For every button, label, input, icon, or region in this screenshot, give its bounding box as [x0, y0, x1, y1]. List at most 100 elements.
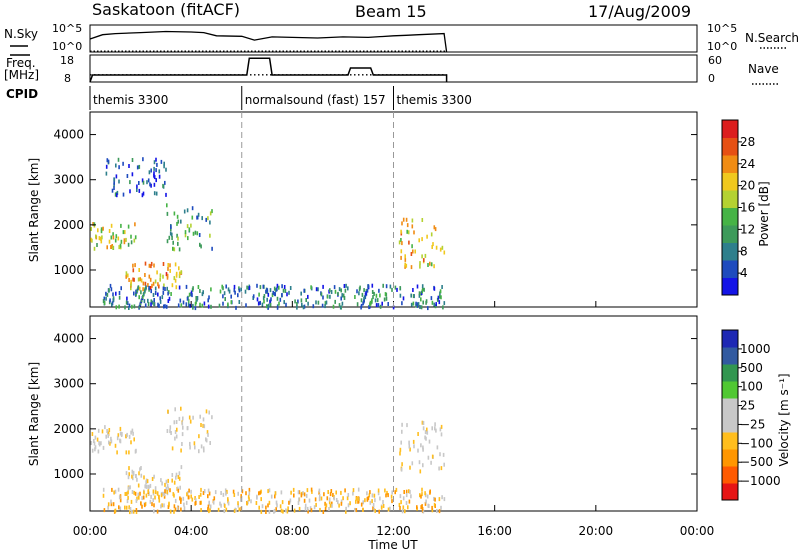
- power-mark: [268, 303, 270, 308]
- power-mark: [414, 249, 416, 254]
- velocity-mark: [176, 506, 179, 511]
- velocity-mark: [374, 498, 376, 503]
- power-mark: [195, 300, 197, 305]
- velocity-mark: [114, 443, 117, 448]
- power-mark: [148, 285, 150, 290]
- velocity-mark: [412, 439, 415, 444]
- velocity-mark: [127, 495, 129, 500]
- power-mark: [363, 288, 365, 293]
- velocity-mark: [173, 480, 176, 485]
- power-mark: [427, 306, 429, 311]
- freq-tick-top: 18: [60, 54, 74, 67]
- power-mark: [418, 291, 421, 296]
- velocity-mark: [237, 491, 239, 496]
- power-mark: [153, 182, 156, 187]
- velocity-mark: [125, 450, 128, 455]
- power-mark: [269, 299, 272, 304]
- velocity-mark: [150, 494, 152, 499]
- velocity-mark: [248, 497, 250, 502]
- velocity-mark: [209, 504, 212, 509]
- power-mark: [153, 166, 155, 171]
- velocity-mark: [167, 409, 169, 414]
- velocity-mark: [132, 471, 135, 476]
- velocity-mark: [225, 491, 227, 496]
- power-mark: [209, 233, 211, 238]
- velocity-mark: [101, 429, 104, 434]
- power-mark: [286, 292, 288, 297]
- power-mark: [126, 296, 128, 301]
- velocity-ytick-label: 2000: [53, 422, 84, 436]
- velocity-mark: [385, 493, 387, 498]
- power-mark: [100, 227, 103, 232]
- velocity-mark: [248, 487, 251, 492]
- power-mark: [383, 297, 386, 302]
- power-mark: [276, 283, 279, 288]
- power-mark: [400, 249, 403, 254]
- velocity-mark: [108, 440, 110, 445]
- power-mark: [233, 288, 236, 293]
- velocity-mark: [195, 498, 197, 503]
- power-mark: [341, 301, 344, 306]
- power-mark: [385, 284, 388, 289]
- power-mark: [420, 297, 422, 302]
- velocity-mark: [238, 507, 241, 512]
- power-mark: [201, 303, 204, 308]
- velocity-mark: [185, 500, 188, 505]
- velocity-mark: [119, 439, 122, 444]
- velocity-mark: [144, 503, 146, 508]
- power-mark: [339, 305, 342, 310]
- velocity-mark: [203, 489, 206, 493]
- velocity-mark: [368, 493, 371, 498]
- power-mark: [294, 299, 296, 304]
- power-mark: [168, 235, 171, 240]
- power-mark: [431, 300, 434, 305]
- velocity-mark: [138, 495, 140, 500]
- velocity-mark: [163, 503, 165, 508]
- velocity-mark: [131, 490, 134, 494]
- velocity-mark: [91, 432, 94, 436]
- power-mark: [248, 286, 251, 290]
- power-mark: [144, 281, 147, 286]
- velocity-colorbar-tick-label: 1000: [740, 342, 771, 356]
- power-mark: [149, 277, 152, 282]
- velocity-mark: [91, 448, 94, 453]
- velocity-mark: [241, 489, 244, 494]
- power-mark: [165, 192, 167, 197]
- power-mark: [137, 285, 140, 290]
- power-mark: [128, 164, 130, 168]
- velocity-mark: [345, 509, 347, 514]
- power-mark: [140, 298, 143, 303]
- velocity-mark: [318, 497, 321, 502]
- velocity-mark: [199, 492, 202, 497]
- power-mark: [376, 298, 379, 303]
- power-mark: [404, 262, 406, 267]
- velocity-mark: [340, 501, 343, 506]
- power-mark: [190, 290, 193, 295]
- power-colorbar-cell: [722, 242, 738, 261]
- velocity-mark: [438, 509, 441, 514]
- power-mark: [138, 181, 140, 185]
- velocity-mark: [410, 494, 412, 499]
- power-mark: [332, 304, 335, 309]
- power-mark: [187, 299, 190, 304]
- velocity-colorbar-cell: [722, 330, 738, 348]
- power-mark: [159, 273, 162, 278]
- velocity-mark: [164, 482, 166, 487]
- velocity-mark: [352, 491, 354, 496]
- power-mark: [93, 222, 96, 227]
- velocity-mark: [440, 505, 442, 510]
- power-mark: [153, 302, 155, 306]
- power-mark: [145, 285, 147, 290]
- velocity-mark: [421, 504, 423, 509]
- velocity-mark: [160, 504, 162, 509]
- velocity-mark: [402, 496, 405, 501]
- power-mark: [93, 246, 96, 251]
- velocity-mark: [256, 494, 258, 499]
- velocity-mark: [173, 509, 175, 514]
- power-mark: [330, 290, 333, 294]
- power-mark: [429, 261, 431, 266]
- velocity-mark: [293, 493, 295, 498]
- power-mark: [90, 237, 92, 242]
- power-mark: [144, 261, 147, 266]
- power-mark: [197, 212, 200, 217]
